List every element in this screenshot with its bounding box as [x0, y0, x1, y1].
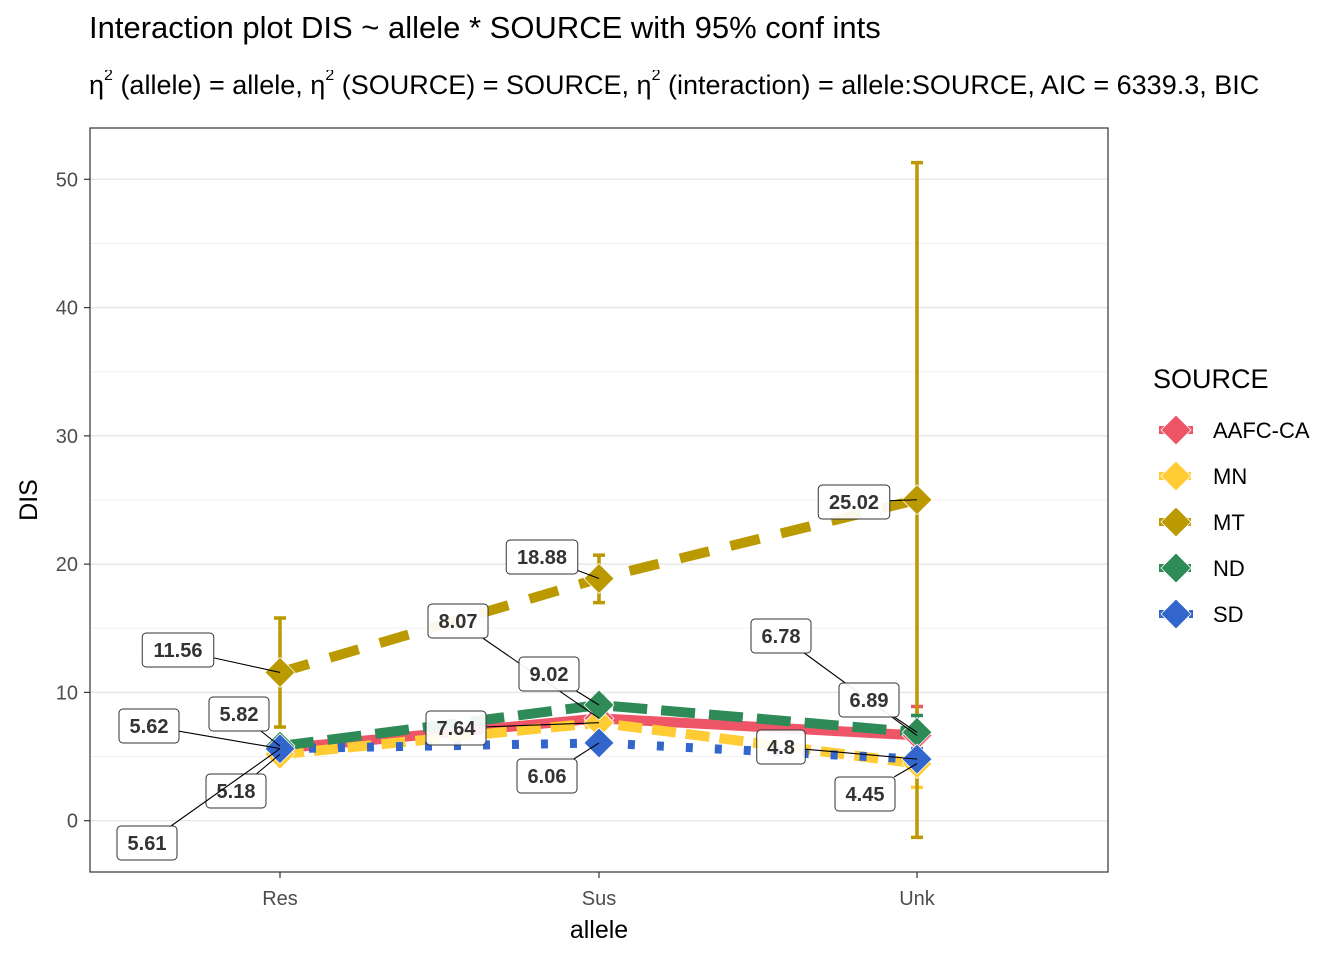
data-label-box — [427, 603, 489, 639]
data-label-text: 11.56 — [154, 640, 203, 662]
y-axis-title: DIS — [15, 479, 43, 521]
label-connector — [889, 499, 918, 502]
data-point-mt — [583, 562, 615, 595]
label-connector — [893, 763, 918, 778]
legend-label-aafc-ca: AAFC-CA — [1213, 418, 1310, 443]
data-label-text: 6.78 — [762, 626, 801, 648]
data-label-text: 9.02 — [530, 664, 569, 686]
data-label-text: 18.88 — [517, 547, 567, 569]
data-labels: 11.56 5.82 5.62 5.18 5.61 18.88 8.07 9.02 7.64 6.… — [116, 484, 918, 861]
eta-symbol: η — [89, 70, 105, 100]
label-connector — [893, 716, 918, 733]
superscript-2: 2 — [651, 70, 661, 84]
data-label-box — [505, 539, 579, 575]
label-connector — [576, 690, 600, 706]
data-label-text: 4.45 — [846, 784, 885, 806]
y-tick-label: 40 — [56, 298, 78, 320]
data-label-box — [205, 773, 267, 809]
data-label-box — [838, 682, 900, 718]
subtitle-part-interaction: (interaction) = allele:SOURCE, AIC = 633… — [660, 70, 1260, 100]
data-point-mt — [901, 484, 933, 516]
data-label-box — [518, 656, 580, 692]
data-label-text: 8.07 — [439, 611, 478, 633]
data-label-text: 5.18 — [217, 781, 256, 803]
eta-symbol: η — [636, 70, 652, 100]
label-connector — [170, 748, 281, 827]
label-connector — [577, 569, 600, 580]
legend-symbol-aafc-ca — [1160, 414, 1192, 446]
data-label-text: 7.64 — [437, 718, 477, 740]
data-label-text: 4.8 — [767, 737, 795, 759]
data-label-text: 6.89 — [850, 690, 889, 712]
superscript-2: 2 — [104, 70, 113, 84]
data-point-mt — [264, 656, 296, 688]
data-label-box — [208, 696, 270, 732]
legend-label-mn: MN — [1213, 464, 1247, 489]
chart-subtitle: η2 (allele) = allele, η2 (SOURCE) = SOUR… — [89, 70, 1344, 101]
x-axis: Res Sus Unk — [262, 872, 936, 910]
data-label-box — [834, 776, 896, 812]
data-label-text: 5.62 — [130, 716, 169, 738]
x-tick-label: Unk — [899, 888, 936, 910]
label-connector — [260, 730, 281, 747]
data-label-box — [516, 758, 578, 794]
y-tick-label: 10 — [56, 682, 78, 704]
y-axis: 0 10 20 30 40 50 — [56, 169, 90, 833]
label-connector — [573, 742, 600, 760]
legend-symbol-mt — [1160, 506, 1192, 538]
data-label-text: 5.82 — [220, 704, 259, 726]
data-label-box — [817, 484, 891, 520]
y-tick-label: 0 — [67, 811, 78, 833]
legend: SOURCE AAFC-CA MN MT ND SD — [1153, 364, 1310, 630]
subtitle-part-source: (SOURCE) = SOURCE, — [334, 70, 637, 100]
legend-symbol-sd — [1160, 598, 1192, 630]
data-label-text: 5.61 — [128, 833, 167, 855]
y-tick-label: 30 — [56, 426, 78, 448]
x-tick-label: Sus — [582, 888, 616, 910]
data-label-box — [141, 632, 215, 668]
data-label-box — [425, 710, 487, 746]
data-label-box — [756, 729, 806, 765]
data-label-box — [118, 708, 180, 744]
legend-label-mt: MT — [1213, 510, 1245, 535]
data-label-text: 6.06 — [528, 766, 567, 788]
x-tick-label: Res — [262, 888, 298, 910]
label-connector — [213, 657, 281, 673]
label-connector — [255, 753, 281, 775]
data-label-text: 25.02 — [829, 492, 879, 514]
label-connector — [178, 730, 281, 750]
chart-title: Interaction plot DIS ~ allele * SOURCE w… — [89, 10, 881, 45]
eta-symbol: η — [310, 70, 326, 100]
data-point-nd — [583, 689, 615, 721]
legend-symbol-mn — [1160, 460, 1192, 492]
legend-symbol-nd — [1160, 552, 1192, 584]
legend-title: SOURCE — [1153, 364, 1269, 394]
x-axis-title: allele — [570, 916, 628, 944]
legend-label-sd: SD — [1213, 602, 1244, 627]
data-label-box — [116, 825, 178, 861]
y-tick-label: 50 — [56, 169, 78, 191]
grid-lines — [90, 178, 1108, 822]
superscript-2: 2 — [325, 70, 335, 84]
data-label-box — [750, 618, 812, 654]
subtitle-part-allele: (allele) = allele, — [112, 70, 311, 100]
data-point-sd — [583, 727, 615, 759]
label-connector — [485, 722, 600, 728]
label-connector — [805, 748, 918, 760]
y-tick-label: 20 — [56, 554, 78, 576]
legend-label-nd: ND — [1213, 556, 1245, 581]
